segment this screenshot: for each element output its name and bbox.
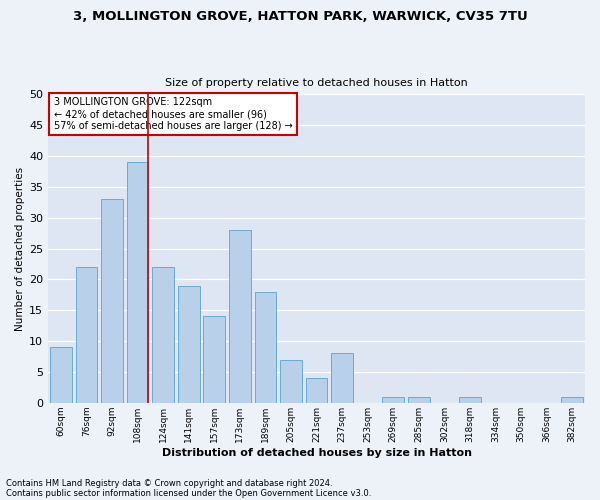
Text: Contains public sector information licensed under the Open Government Licence v3: Contains public sector information licen… <box>6 488 371 498</box>
X-axis label: Distribution of detached houses by size in Hatton: Distribution of detached houses by size … <box>161 448 472 458</box>
Bar <box>76 267 97 403</box>
Text: 3, MOLLINGTON GROVE, HATTON PARK, WARWICK, CV35 7TU: 3, MOLLINGTON GROVE, HATTON PARK, WARWIC… <box>73 10 527 23</box>
Bar <box>562 396 583 403</box>
Bar <box>101 199 123 403</box>
Bar <box>382 396 404 403</box>
Bar <box>331 354 353 403</box>
Bar <box>306 378 328 403</box>
Bar <box>152 267 174 403</box>
Bar <box>203 316 225 403</box>
Bar <box>50 348 72 403</box>
Bar <box>229 230 251 403</box>
Bar <box>408 396 430 403</box>
Bar <box>280 360 302 403</box>
Text: Contains HM Land Registry data © Crown copyright and database right 2024.: Contains HM Land Registry data © Crown c… <box>6 478 332 488</box>
Title: Size of property relative to detached houses in Hatton: Size of property relative to detached ho… <box>165 78 468 88</box>
Bar <box>178 286 200 403</box>
Bar <box>254 292 277 403</box>
Y-axis label: Number of detached properties: Number of detached properties <box>15 166 25 330</box>
Bar <box>127 162 148 403</box>
Text: 3 MOLLINGTON GROVE: 122sqm
← 42% of detached houses are smaller (96)
57% of semi: 3 MOLLINGTON GROVE: 122sqm ← 42% of deta… <box>53 98 292 130</box>
Bar <box>459 396 481 403</box>
